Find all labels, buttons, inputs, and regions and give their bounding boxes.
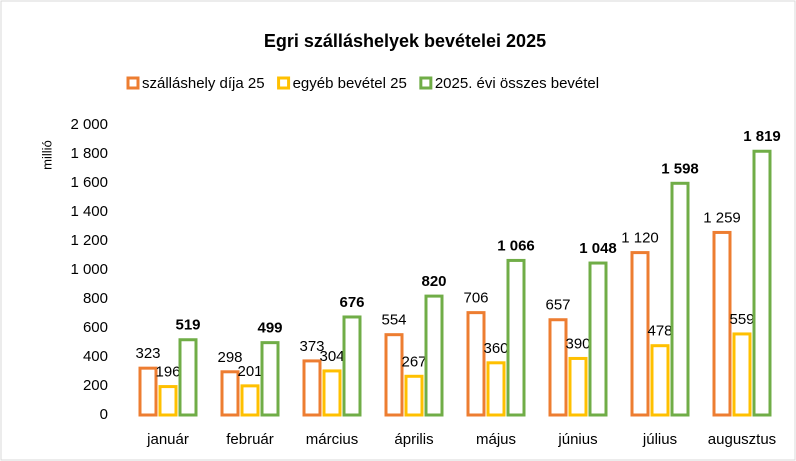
data-label: 1 819 [743, 128, 781, 145]
data-label: 390 [565, 335, 590, 352]
y-tick-label: 2 000 [70, 116, 108, 133]
bar [220, 370, 240, 417]
x-tick-label: január [146, 431, 189, 448]
data-label: 657 [545, 297, 570, 314]
bar [712, 230, 732, 417]
bar [260, 341, 280, 417]
data-label: 519 [175, 317, 200, 334]
bar [630, 251, 650, 417]
x-tick-label: február [226, 431, 274, 448]
data-label: 706 [463, 290, 488, 307]
legend-label: egyéb bevétel 25 [293, 75, 407, 92]
bar [178, 338, 198, 417]
data-label: 196 [155, 364, 180, 381]
data-label: 1 598 [661, 160, 699, 177]
bar [588, 261, 608, 417]
bar [548, 318, 568, 417]
y-axis-label: millió [39, 140, 54, 170]
x-tick-label: június [557, 431, 597, 448]
data-label: 559 [729, 311, 754, 328]
bar [322, 369, 342, 417]
y-tick-label: 600 [83, 319, 108, 336]
data-label: 554 [381, 312, 406, 329]
bar [240, 384, 260, 417]
bar [138, 366, 158, 417]
bar [342, 315, 362, 417]
x-tick-label: április [394, 431, 433, 448]
data-label: 373 [299, 338, 324, 355]
data-label: 360 [483, 340, 508, 357]
data-label: 201 [237, 363, 262, 380]
y-tick-label: 800 [83, 290, 108, 307]
bar [486, 361, 506, 417]
data-label: 323 [135, 345, 160, 362]
data-label: 304 [319, 348, 344, 365]
data-label: 267 [401, 353, 426, 370]
y-tick-label: 1 400 [70, 203, 108, 220]
chart-title: Egri szálláshelyek bevételei 2025 [264, 31, 546, 51]
data-label: 820 [421, 273, 446, 290]
bar [670, 181, 690, 417]
data-label: 1 066 [497, 237, 535, 254]
data-label: 1 048 [579, 240, 617, 257]
bar [506, 258, 526, 417]
y-tick-label: 1 200 [70, 232, 108, 249]
data-label: 1 259 [703, 209, 741, 226]
data-label: 298 [217, 349, 242, 366]
legend-label: szálláshely díja 25 [142, 75, 265, 92]
x-tick-label: július [642, 431, 677, 448]
y-tick-label: 1 600 [70, 174, 108, 191]
bar [384, 333, 404, 417]
bar [466, 311, 486, 417]
legend-swatch [419, 76, 433, 90]
legend-swatch [126, 76, 140, 90]
y-tick-label: 400 [83, 348, 108, 365]
y-tick-label: 200 [83, 377, 108, 394]
data-label: 499 [257, 320, 282, 337]
bar [404, 374, 424, 417]
y-tick-label: 0 [100, 406, 108, 423]
legend-label: 2025. évi összes bevétel [435, 75, 599, 92]
bar [158, 385, 178, 417]
bar [568, 356, 588, 417]
bar [424, 294, 444, 417]
bar [650, 344, 670, 417]
data-label: 478 [647, 323, 672, 340]
data-label: 676 [339, 294, 364, 311]
bar [732, 332, 752, 417]
legend-swatch [277, 76, 291, 90]
bar [302, 359, 322, 417]
x-tick-label: március [306, 431, 359, 448]
x-tick-label: május [476, 431, 516, 448]
bar [752, 149, 772, 417]
y-tick-label: 1 800 [70, 145, 108, 162]
x-tick-label: augusztus [708, 431, 776, 448]
data-label: 1 120 [621, 230, 659, 247]
y-tick-label: 1 000 [70, 261, 108, 278]
